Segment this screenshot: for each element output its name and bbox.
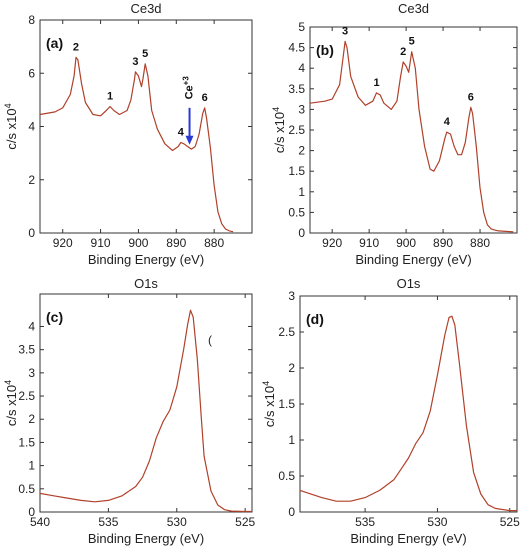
y-tick-label: 1.5 xyxy=(288,164,305,178)
y-tick-label: 3.5 xyxy=(288,82,305,96)
y-tick-label: 2.5 xyxy=(18,389,35,403)
y-tick-label: 6 xyxy=(28,66,35,80)
x-tick-label: 900 xyxy=(128,236,148,250)
panel-label: (d) xyxy=(306,311,324,327)
stray-parenthesis: ( xyxy=(208,333,212,347)
panel-b: Ce3d 920 910 900 890 880 0 0.5 1 1.5 2 2.5 3 3.5 4 4.5 5… xyxy=(271,1,518,267)
peak-label-1: 1 xyxy=(107,91,113,103)
panel-label: (c) xyxy=(46,309,63,325)
x-tick-label: 890 xyxy=(433,236,453,250)
y-tick-label: 1 xyxy=(298,185,305,199)
y-tick-label: 2 xyxy=(28,412,35,426)
y-axis-label: c/s x104 xyxy=(3,380,19,426)
y-tick-label: 1.5 xyxy=(278,397,295,411)
x-tick-label: 920 xyxy=(53,236,73,250)
y-tick-label: 2.5 xyxy=(288,123,305,137)
panel-d: O1s 535 530 525 0 0.5 1 1.5 2 2.5 3 Binding Energy … xyxy=(261,276,520,546)
y-tick-label: 2 xyxy=(28,173,35,187)
ce3-annotation: Ce+3 xyxy=(182,76,196,100)
chart-title: Ce3d xyxy=(130,1,161,16)
spectrum-line xyxy=(299,315,517,512)
panel-label: (a) xyxy=(46,35,63,51)
x-tick-label: 525 xyxy=(500,515,520,529)
y-tick-label: 4 xyxy=(298,61,305,75)
y-tick-label: 4 xyxy=(28,120,35,134)
y-tick-label: 3 xyxy=(28,366,35,380)
x-tick-label: 880 xyxy=(204,236,224,250)
x-tick-label: 910 xyxy=(91,236,111,250)
x-axis-label: Binding Energy (eV) xyxy=(88,531,204,546)
y-tick-label: 3.5 xyxy=(18,343,35,357)
panel-label: (b) xyxy=(316,42,334,58)
y-tick-label: 0 xyxy=(298,226,305,240)
y-axis-label: c/s x104 xyxy=(271,107,287,153)
peak-label-6: 6 xyxy=(202,92,208,104)
x-axis-label: Binding Energy (eV) xyxy=(350,531,466,546)
x-tick-label: 525 xyxy=(235,515,255,529)
peak-label-3: 3 xyxy=(342,25,348,37)
y-tick-label: 8 xyxy=(28,13,35,27)
peak-label-2: 2 xyxy=(400,46,406,58)
chart-title: O1s xyxy=(134,276,158,291)
panel-a: Ce3d 920 910 900 890 880 0 2 4 6 8 Binding Energy (… xyxy=(3,1,253,267)
y-tick-label: 0.5 xyxy=(288,205,305,219)
x-tick-label: 900 xyxy=(396,236,416,250)
y-tick-label: 1 xyxy=(288,433,295,447)
ce3-arrow-head xyxy=(185,135,194,145)
x-tick-label: 890 xyxy=(166,236,186,250)
chart-title: O1s xyxy=(397,276,421,291)
y-tick-label: 0.5 xyxy=(18,482,35,496)
y-axis-label: c/s x104 xyxy=(261,381,277,427)
x-tick-label: 540 xyxy=(30,515,50,529)
y-tick-label: 1 xyxy=(28,459,35,473)
x-tick-label: 530 xyxy=(167,515,187,529)
x-tick-label: 535 xyxy=(355,515,375,529)
y-tick-label: 2.5 xyxy=(278,325,295,339)
x-tick-label: 920 xyxy=(322,236,342,250)
y-tick-label: 2 xyxy=(288,361,295,375)
spectrum-line xyxy=(39,56,234,233)
x-tick-label: 530 xyxy=(427,515,447,529)
spectrum-line xyxy=(309,40,514,233)
y-axis-label: c/s x104 xyxy=(3,103,19,149)
y-tick-label: 5 xyxy=(298,20,305,34)
peak-label-1: 1 xyxy=(373,77,379,89)
peak-label-4: 4 xyxy=(444,116,451,128)
x-axis-label: Binding Energy (eV) xyxy=(88,252,204,267)
panel-c: O1s 540 535 530 525 0 0.5 1 1.5 2 2.5 3 3.5 4 Binding … xyxy=(3,276,255,546)
chart-title: Ce3d xyxy=(398,1,429,16)
x-tick-label: 535 xyxy=(98,515,118,529)
peak-label-5: 5 xyxy=(142,48,148,60)
y-tick-label: 2 xyxy=(298,144,305,158)
y-tick-label: 1.5 xyxy=(18,435,35,449)
y-tick-label: 0 xyxy=(28,505,35,519)
plot-frame xyxy=(299,295,518,513)
y-tick-label: 4.5 xyxy=(288,41,305,55)
y-tick-label: 3 xyxy=(298,102,305,116)
x-tick-label: 880 xyxy=(470,236,490,250)
peak-label-3: 3 xyxy=(132,56,138,68)
y-tick-label: 0 xyxy=(28,226,35,240)
y-tick-label: 4 xyxy=(28,319,35,333)
x-axis-label: Binding Energy (eV) xyxy=(355,252,471,267)
x-tick-label: 910 xyxy=(359,236,379,250)
y-tick-label: 0.5 xyxy=(278,469,295,483)
peak-label-4: 4 xyxy=(178,126,185,138)
peak-label-5: 5 xyxy=(409,36,415,48)
spectrum-line xyxy=(39,309,252,513)
plot-frame xyxy=(39,293,253,513)
peak-label-2: 2 xyxy=(73,41,79,53)
y-tick-label: 0 xyxy=(288,505,295,519)
peak-label-6: 6 xyxy=(468,91,474,103)
y-tick-label: 3 xyxy=(288,289,295,303)
